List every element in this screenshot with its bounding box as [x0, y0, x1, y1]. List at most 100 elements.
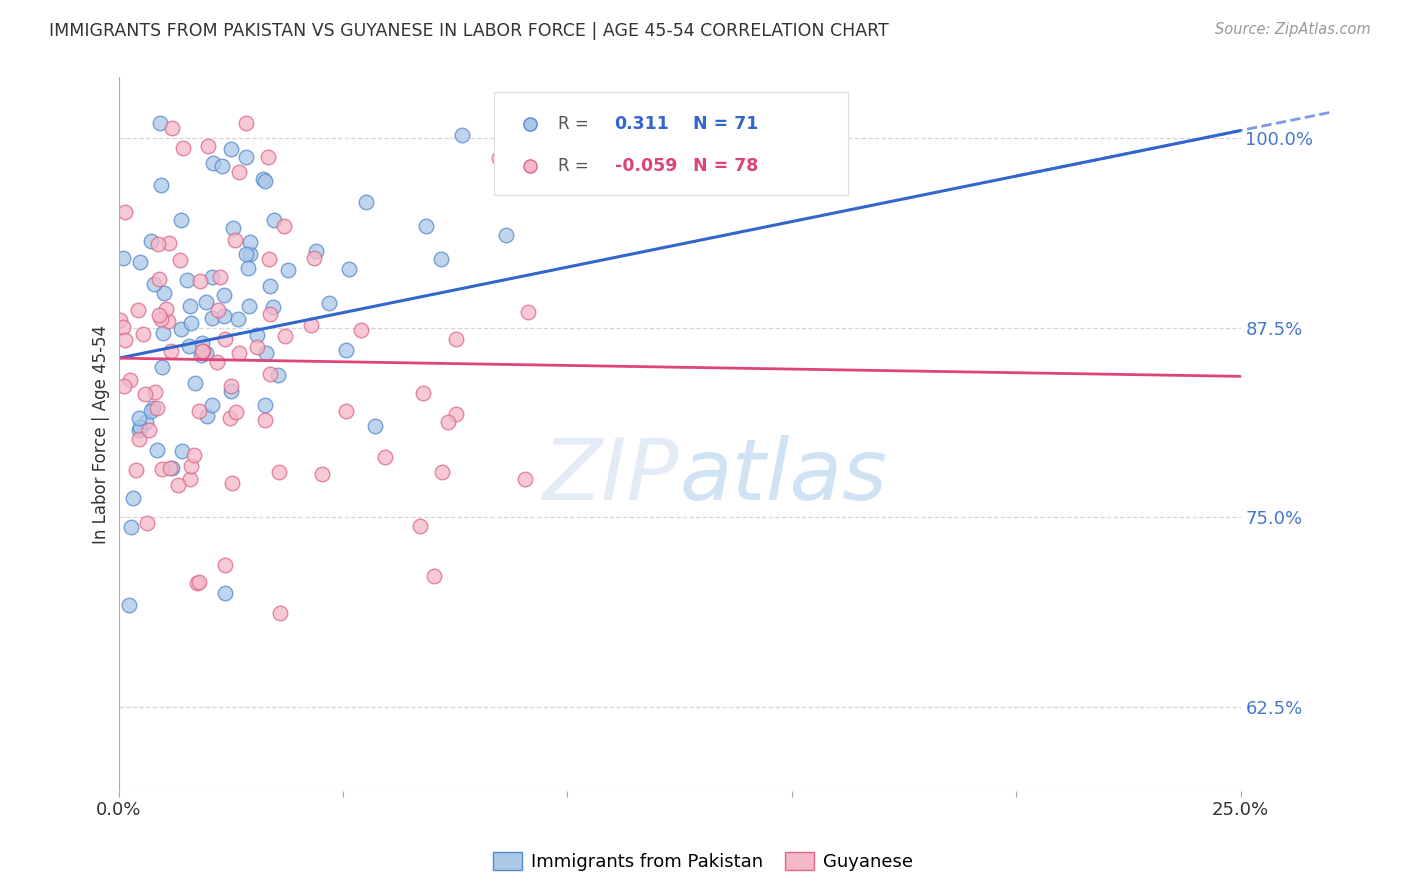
Legend: Immigrants from Pakistan, Guyanese: Immigrants from Pakistan, Guyanese [486, 846, 920, 879]
Point [148, 308, 170, 322]
Point [219, 142, 242, 156]
Text: Source: ZipAtlas.com: Source: ZipAtlas.com [1215, 22, 1371, 37]
Point [169, 252, 191, 267]
Point [170, 321, 193, 335]
Point [191, 343, 214, 358]
Point [108, 313, 131, 327]
Point [235, 150, 257, 164]
Point [412, 386, 434, 401]
Point [136, 516, 159, 530]
Point [214, 585, 236, 599]
Point [172, 141, 194, 155]
Text: -0.059: -0.059 [614, 157, 676, 175]
Point [432, 465, 454, 479]
Point [179, 472, 201, 486]
Text: atlas: atlas [679, 435, 887, 518]
Point [176, 273, 198, 287]
FancyBboxPatch shape [495, 92, 848, 195]
Point [186, 576, 208, 591]
Point [274, 329, 297, 343]
Point [235, 116, 257, 130]
Point [153, 285, 176, 300]
Point [195, 409, 218, 424]
Point [267, 465, 290, 479]
Point [180, 316, 202, 330]
Point [207, 355, 229, 369]
Point [311, 467, 333, 482]
Point [221, 475, 243, 490]
Point [305, 244, 328, 259]
Point [374, 450, 396, 464]
Point [257, 149, 280, 163]
Point [179, 299, 201, 313]
Point [254, 413, 277, 427]
Text: ZIP: ZIP [543, 435, 679, 518]
Point [207, 302, 229, 317]
Point [142, 401, 165, 415]
Point [409, 518, 432, 533]
Point [111, 251, 134, 265]
Point [212, 309, 235, 323]
Point [437, 415, 460, 429]
Point [273, 219, 295, 233]
Point [112, 379, 135, 393]
Point [299, 318, 322, 332]
Point [138, 423, 160, 437]
Point [212, 287, 235, 301]
Point [246, 328, 269, 343]
Point [156, 314, 179, 328]
Point [221, 220, 243, 235]
Point [121, 491, 143, 505]
Point [162, 121, 184, 136]
Point [150, 360, 173, 375]
Point [190, 273, 212, 287]
Point [257, 252, 280, 266]
Point [219, 379, 242, 393]
Point [142, 277, 165, 291]
Point [350, 323, 373, 337]
Point [354, 195, 377, 210]
Point [235, 247, 257, 261]
Point [259, 279, 281, 293]
Point [125, 463, 148, 477]
Point [253, 398, 276, 412]
Point [187, 404, 209, 418]
Point [172, 444, 194, 458]
Point [191, 344, 214, 359]
Text: R =: R = [558, 115, 600, 133]
Point [430, 252, 453, 267]
Text: N = 78: N = 78 [693, 157, 758, 175]
Point [239, 247, 262, 261]
Point [194, 346, 217, 360]
Point [335, 343, 357, 358]
Point [141, 404, 163, 418]
Point [143, 385, 166, 400]
Point [444, 407, 467, 421]
Point [160, 344, 183, 359]
Point [219, 384, 242, 398]
Point [118, 373, 141, 387]
Point [129, 255, 152, 269]
Point [148, 272, 170, 286]
Point [135, 415, 157, 429]
Text: N = 71: N = 71 [693, 115, 758, 133]
Point [269, 606, 291, 620]
Point [246, 340, 269, 354]
Point [120, 520, 142, 534]
Point [127, 303, 149, 318]
Point [148, 237, 170, 252]
Text: R =: R = [558, 157, 595, 175]
Point [337, 262, 360, 277]
Point [190, 336, 212, 351]
Point [254, 346, 277, 360]
Point [197, 139, 219, 153]
Point [141, 235, 163, 249]
Point [318, 296, 340, 310]
Point [201, 398, 224, 412]
Point [225, 405, 247, 419]
Point [128, 432, 150, 446]
Point [228, 345, 250, 359]
Point [495, 228, 517, 243]
Point [415, 219, 437, 233]
Point [159, 461, 181, 475]
